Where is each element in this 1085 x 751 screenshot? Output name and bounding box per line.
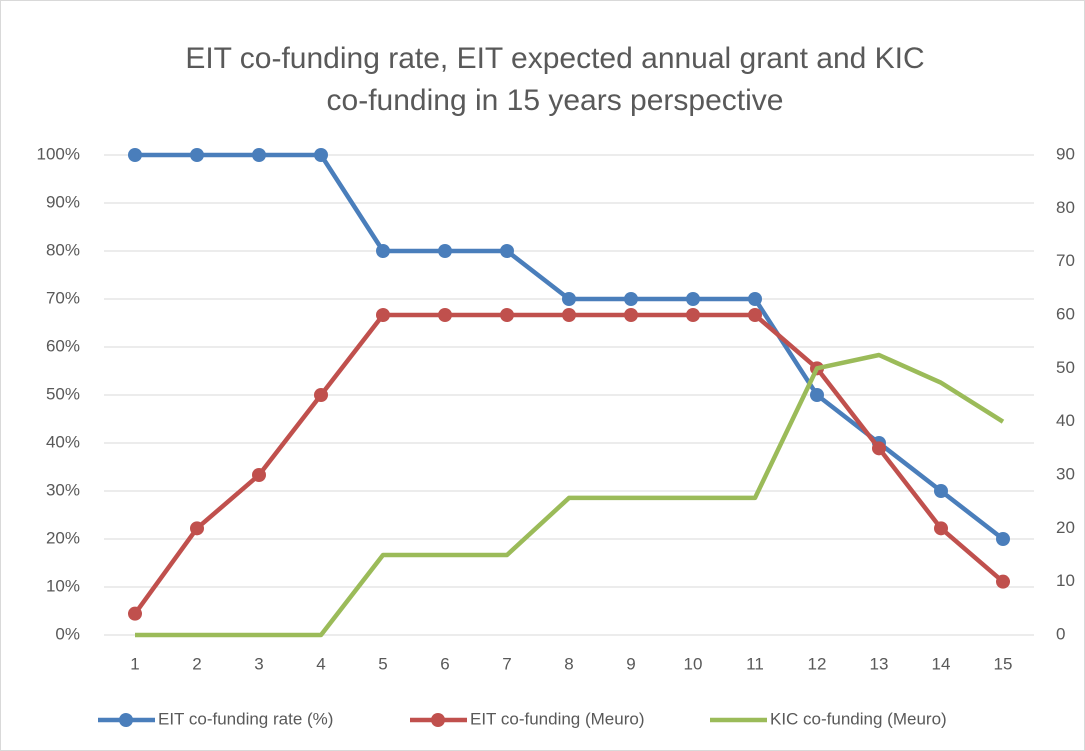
x-tick-label: 12 <box>808 654 827 673</box>
point <box>562 308 576 322</box>
x-tick-label: 1 <box>130 654 139 673</box>
point <box>996 574 1010 589</box>
x-tick-label: 7 <box>502 654 511 673</box>
point <box>252 468 266 482</box>
y-tick-label: 40% <box>46 432 80 451</box>
y-tick-label: 0% <box>55 624 80 643</box>
point <box>624 308 638 322</box>
chart-title: EIT co-funding rate, EIT expected annual… <box>185 42 924 75</box>
y-tick-label: 100% <box>37 144 80 163</box>
y2-tick-label: 50 <box>1056 358 1075 377</box>
y2-tick-label: 80 <box>1056 198 1075 217</box>
series-line <box>135 352 1005 638</box>
point <box>872 441 886 456</box>
x-tick-label: 2 <box>192 654 201 673</box>
y-tick-label: 80% <box>46 240 80 259</box>
y-tick-label: 60% <box>46 336 80 355</box>
x-tick-label: 3 <box>254 654 263 673</box>
y2-tick-label: 40 <box>1056 411 1075 430</box>
legend-label: KIC co-funding (Meuro) <box>770 709 947 728</box>
point <box>562 292 576 306</box>
x-tick-label: 13 <box>870 654 889 673</box>
y2-tick-label: 0 <box>1056 624 1065 643</box>
point <box>128 148 142 162</box>
legend-marker <box>119 713 133 727</box>
x-tick-label: 6 <box>440 654 449 673</box>
point <box>934 484 948 498</box>
legend-marker <box>431 713 445 727</box>
legend-label: EIT co-funding (Meuro) <box>470 709 644 728</box>
y2-tick-label: 20 <box>1056 518 1075 537</box>
point <box>624 292 638 306</box>
point <box>996 532 1010 546</box>
point <box>810 388 824 402</box>
x-tick-label: 5 <box>378 654 387 673</box>
y2-tick-label: 60 <box>1056 304 1075 323</box>
y2-tick-label: 10 <box>1056 571 1075 590</box>
point <box>500 244 514 258</box>
legend-label: EIT co-funding rate (%) <box>158 709 333 728</box>
point <box>748 308 762 322</box>
chart-title: co-funding in 15 years perspective <box>327 84 784 117</box>
x-tick-label: 4 <box>316 654 325 673</box>
x-tick-label: 14 <box>932 654 951 673</box>
x-tick-label: 8 <box>564 654 573 673</box>
y-tick-label: 90% <box>46 192 80 211</box>
point <box>500 308 514 322</box>
x-tick-label: 15 <box>994 654 1013 673</box>
point <box>190 521 204 536</box>
point <box>252 148 266 162</box>
y2-tick-label: 90 <box>1056 144 1075 163</box>
point <box>438 308 452 322</box>
point <box>128 606 142 621</box>
point <box>190 148 204 162</box>
point <box>314 388 328 402</box>
point <box>438 244 452 258</box>
y-tick-label: 10% <box>46 576 80 595</box>
point <box>314 148 328 162</box>
x-tick-label: 10 <box>684 654 703 673</box>
x-tick-label: 11 <box>746 654 764 673</box>
y2-tick-label: 70 <box>1056 251 1075 270</box>
point <box>376 308 390 322</box>
y-tick-label: 20% <box>46 528 80 547</box>
point <box>686 292 700 306</box>
point <box>748 292 762 306</box>
y-tick-label: 50% <box>46 384 80 403</box>
point <box>934 521 948 536</box>
x-tick-label: 9 <box>626 654 635 673</box>
y-tick-label: 70% <box>46 288 80 307</box>
y2-tick-label: 30 <box>1056 464 1075 483</box>
point <box>376 244 390 258</box>
y-tick-label: 30% <box>46 480 80 499</box>
point <box>686 308 700 322</box>
